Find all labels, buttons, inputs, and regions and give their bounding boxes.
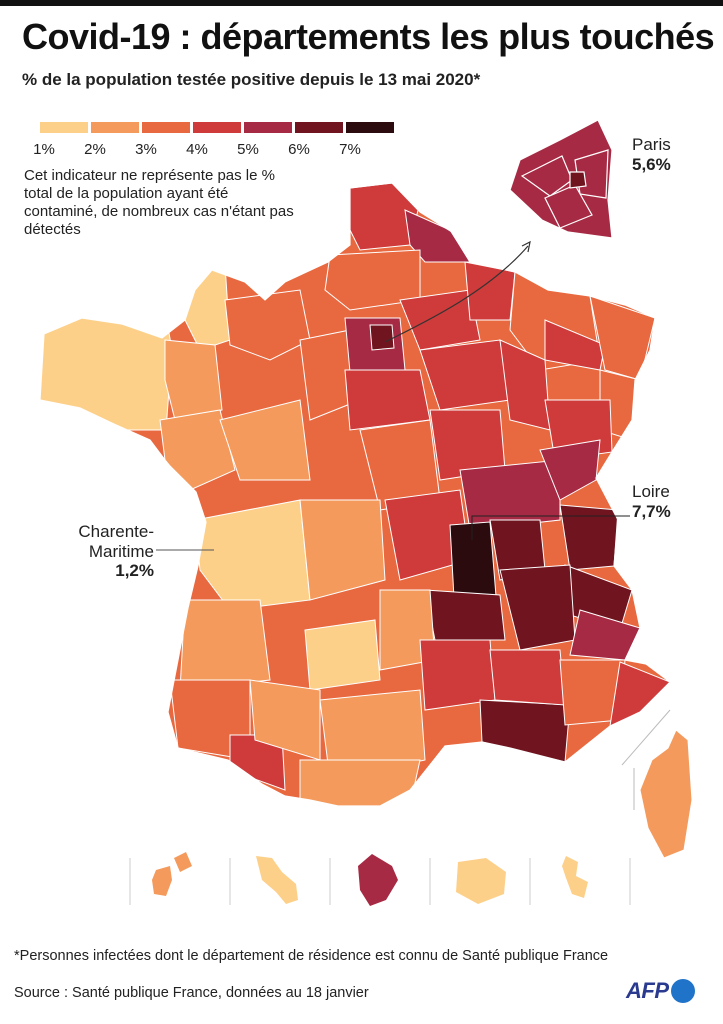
legend-label-4: 4% <box>186 141 208 158</box>
source-line: Source : Santé publique France, données … <box>14 985 369 1001</box>
callout-paris: Paris 5,6% <box>632 135 671 174</box>
afp-logo-dot-icon <box>670 979 695 1003</box>
indicator-note: Cet indicateur ne représente pas le % to… <box>24 167 294 238</box>
legend-label-1: 1% <box>33 141 55 158</box>
legend-labels: 1% 2% 3% 4% 5% 6% 7% <box>33 141 394 163</box>
guyane <box>358 854 398 906</box>
legend-swatch-2 <box>91 122 139 133</box>
afp-logo: AFP <box>626 978 695 1004</box>
callout-paris-name: Paris <box>632 135 671 154</box>
legend-label-6: 6% <box>288 141 310 158</box>
la-reunion <box>456 858 506 904</box>
callout-charente: Charente- Maritime 1,2% <box>68 522 154 581</box>
mainland-departments <box>40 183 670 806</box>
loire-leader <box>471 515 630 540</box>
legend-swatch-1 <box>40 122 88 133</box>
footnote: *Personnes infectées dont le département… <box>14 948 609 964</box>
corsica <box>639 729 693 859</box>
callout-loire: Loire 7,7% <box>632 482 671 521</box>
afp-logo-text: AFP <box>626 978 669 1003</box>
callout-paris-value: 5,6% <box>632 154 671 174</box>
legend-swatch-7 <box>346 122 394 133</box>
mayotte <box>562 856 588 898</box>
callout-charente-name-1: Charente- <box>78 522 154 541</box>
paris-arrow <box>384 245 529 343</box>
paris-arrow-head <box>521 240 531 253</box>
callout-loire-value: 7,7% <box>632 501 671 521</box>
legend-swatches <box>40 122 394 133</box>
legend-label-2: 2% <box>84 141 106 158</box>
page-title: Covid-19 : départements les plus touchés <box>22 16 715 57</box>
page-subtitle: % de la population testée positive depui… <box>22 70 481 89</box>
mainland-outline <box>39 182 671 807</box>
legend-swatch-5 <box>244 122 292 133</box>
callout-charente-value: 1,2% <box>115 561 154 581</box>
legend-label-5: 5% <box>237 141 259 158</box>
legend-swatch-3 <box>142 122 190 133</box>
paris-inset <box>509 119 613 239</box>
legend: 1% 2% 3% 4% 5% 6% 7% <box>33 122 394 163</box>
legend-swatch-6 <box>295 122 343 133</box>
callout-charente-name-2: Maritime <box>88 541 154 561</box>
legend-swatch-4 <box>193 122 241 133</box>
corsica-separator-1 <box>621 709 671 766</box>
legend-label-7: 7% <box>339 141 361 158</box>
guadeloupe <box>152 852 192 896</box>
legend-label-3: 3% <box>135 141 157 158</box>
martinique <box>256 856 298 904</box>
callout-loire-name: Loire <box>632 482 670 501</box>
top-bar <box>0 0 723 6</box>
